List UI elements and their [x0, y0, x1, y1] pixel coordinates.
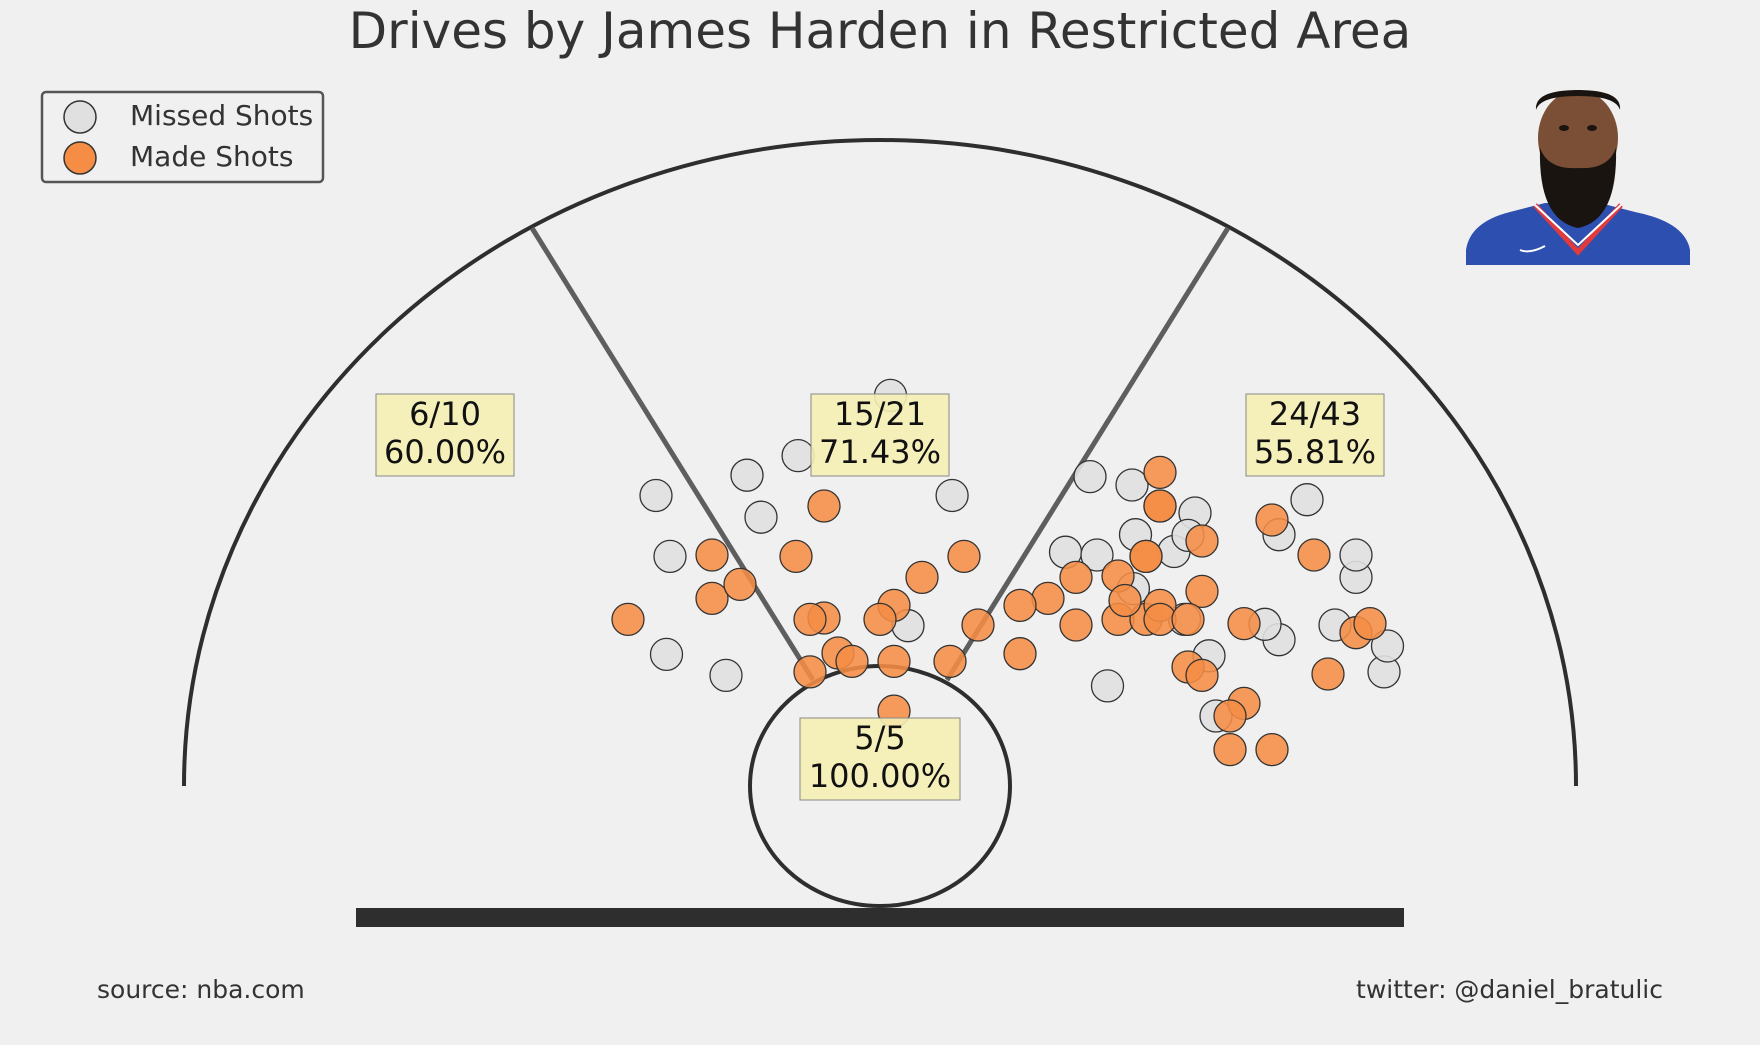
zone-label-rim: 5/5 100.00%	[799, 717, 961, 801]
made-shot-marker	[807, 489, 841, 523]
zone-fraction: 5/5	[854, 719, 906, 757]
made-shot-marker	[779, 539, 813, 574]
logo-swoosh	[1519, 245, 1546, 253]
zone-percent: 60.00%	[384, 433, 506, 471]
made-shot-marker	[1143, 455, 1177, 490]
missed-shot-marker	[1290, 483, 1324, 517]
made-shot-marker	[1059, 608, 1093, 642]
left-eye	[1559, 125, 1569, 131]
made-shot-marker	[1143, 489, 1177, 523]
missed-shot-marker	[744, 500, 778, 534]
missed-shot-marker	[935, 478, 969, 513]
right-zone-divider	[944, 226, 1231, 682]
made-shot-marker	[1353, 606, 1387, 641]
zone-percent: 71.43%	[819, 433, 941, 471]
missed-shot-marker	[781, 438, 815, 473]
zone-label-right: 24/43 55.81%	[1245, 393, 1385, 477]
made-shot-marker	[877, 644, 911, 679]
three-point-arc	[182, 138, 1578, 787]
made-shot-marker	[961, 608, 995, 642]
made-shot-marker	[1003, 637, 1037, 671]
face	[1538, 90, 1618, 186]
missed-shot-marker	[1115, 468, 1149, 502]
missed-shot-marker	[1073, 459, 1107, 494]
made-shot-marker	[947, 539, 981, 574]
legend: Missed Shots Made Shots	[40, 90, 325, 184]
made-shot-marker	[611, 602, 645, 637]
legend-frame	[40, 90, 325, 184]
zone-fraction: 15/21	[834, 395, 926, 433]
jersey-collar	[1533, 203, 1623, 256]
made-shot-marker	[1227, 606, 1261, 641]
zone-label-box	[375, 393, 515, 477]
source-credit: source: nba.com	[97, 975, 305, 1004]
hair	[1535, 90, 1621, 110]
legend-made-marker	[63, 141, 97, 175]
made-shot-marker	[1143, 602, 1177, 637]
made-shot-marker	[1255, 732, 1289, 767]
made-shot-marker	[1059, 560, 1093, 595]
made-shot-marker	[1185, 658, 1219, 693]
missed-shot-marker	[1370, 629, 1405, 663]
made-shot-marker	[1031, 581, 1065, 616]
made-shot-marker	[933, 644, 967, 679]
right-eye	[1587, 125, 1597, 131]
zone-percent: 100.00%	[809, 757, 951, 795]
zone-label-box	[799, 717, 961, 801]
made-shot-marker	[1297, 538, 1331, 572]
legend-made-label: Made Shots	[130, 140, 293, 173]
made-shot-marker	[905, 560, 939, 595]
made-shot-marker	[1171, 602, 1205, 637]
chart-title: Drives by James Harden in Restricted Are…	[349, 2, 1412, 60]
made-shot-marker	[1108, 583, 1142, 618]
made-shot-marker	[1255, 503, 1289, 537]
missed-shot-marker	[1090, 669, 1125, 703]
missed-shot-marker	[639, 478, 673, 513]
made-shot-marker	[1213, 699, 1247, 733]
made-shot-marker	[1185, 574, 1219, 609]
twitter-credit: twitter: @daniel_bratulic	[1356, 975, 1663, 1004]
baseline	[356, 908, 1404, 927]
made-shot-marker	[1213, 732, 1247, 767]
made-shot-marker	[835, 644, 869, 679]
made-shot-marker	[1185, 524, 1219, 558]
made-shot-marker	[793, 655, 827, 689]
made-shot-marker	[1129, 539, 1163, 574]
zone-label-box	[1245, 393, 1385, 477]
made-shot-marker	[695, 581, 729, 616]
beard	[1539, 148, 1617, 228]
zone-label-left: 6/10 60.00%	[375, 393, 515, 477]
left-zone-divider	[529, 226, 816, 682]
player-headshot	[1466, 90, 1690, 265]
jersey	[1466, 203, 1690, 265]
made-shot-marker	[863, 602, 897, 637]
missed-shot-marker	[709, 658, 743, 693]
zone-percent: 55.81%	[1254, 433, 1376, 471]
made-shot-marker	[793, 602, 827, 637]
zone-fraction: 6/10	[409, 395, 481, 433]
zone-annotations: 6/10 60.00% 15/21 71.43% 24/43 55.81% 5/…	[375, 393, 1385, 801]
missed-shot-marker	[1080, 538, 1114, 572]
missed-shot-marker	[1339, 538, 1373, 572]
legend-missed-marker	[63, 100, 97, 134]
missed-shot-marker	[730, 458, 764, 492]
zone-label-box	[810, 393, 950, 477]
made-shot-marker	[695, 538, 729, 572]
made-shot-marker	[1311, 657, 1345, 691]
made-shot-marker	[723, 567, 757, 602]
zone-label-center: 15/21 71.43%	[810, 393, 950, 477]
made-shot-marker	[1003, 588, 1037, 623]
jersey-trim	[1534, 204, 1622, 247]
missed-shot-marker	[649, 637, 684, 672]
legend-missed-label: Missed Shots	[130, 99, 313, 132]
missed-shot-marker	[653, 539, 687, 574]
zone-fraction: 24/43	[1269, 395, 1361, 433]
court	[182, 138, 1578, 927]
